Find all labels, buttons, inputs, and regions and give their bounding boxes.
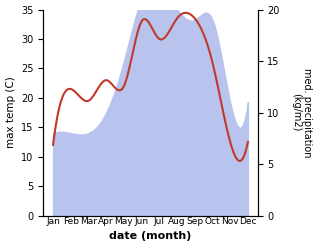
Y-axis label: max temp (C): max temp (C) <box>5 77 16 148</box>
Y-axis label: med. precipitation
(kg/m2): med. precipitation (kg/m2) <box>291 68 313 157</box>
X-axis label: date (month): date (month) <box>109 231 192 242</box>
